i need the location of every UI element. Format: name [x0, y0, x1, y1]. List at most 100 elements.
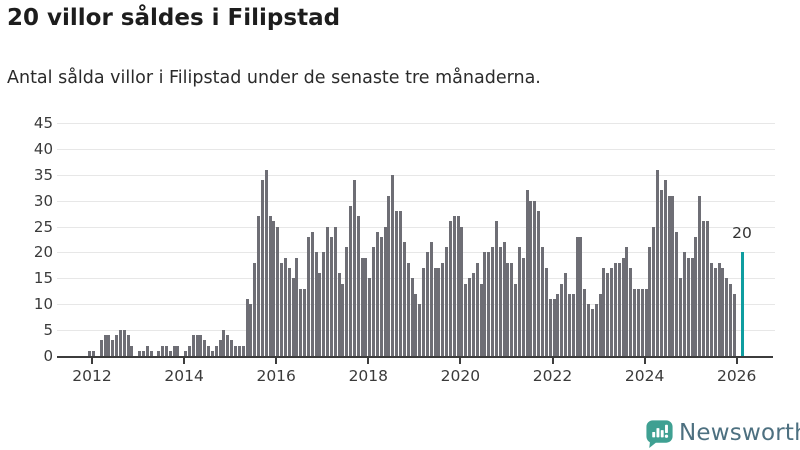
- x-axis-tick: [735, 358, 738, 364]
- bar: [475, 262, 479, 356]
- x-axis-tick-label: 2024: [624, 367, 665, 385]
- bar: [625, 247, 629, 356]
- bar: [322, 252, 326, 356]
- bar: [187, 345, 191, 356]
- bar: [237, 345, 241, 356]
- bar: [679, 278, 683, 356]
- bar: [341, 283, 345, 356]
- bar: [191, 335, 195, 356]
- bar: [184, 350, 188, 356]
- bar: [686, 257, 690, 356]
- bar: [491, 247, 495, 356]
- bar: [448, 221, 452, 356]
- bar: [690, 257, 694, 356]
- bar: [671, 195, 675, 356]
- bar: [276, 226, 280, 356]
- bar: [199, 335, 203, 356]
- bar: [521, 257, 525, 356]
- bar: [468, 278, 472, 356]
- bar: [352, 179, 356, 356]
- x-axis-tick: [275, 358, 278, 364]
- bar: [145, 345, 149, 356]
- bar: [709, 262, 713, 356]
- bar: [529, 200, 533, 356]
- bar: [203, 340, 207, 356]
- bar: [306, 236, 310, 356]
- bar: [329, 236, 333, 356]
- bar: [249, 304, 253, 356]
- bar: [656, 169, 660, 356]
- bar: [636, 288, 640, 356]
- bar: [218, 340, 222, 356]
- bar: [702, 221, 706, 356]
- bar: [164, 345, 168, 356]
- bar: [456, 216, 460, 356]
- x-axis-tick: [643, 358, 646, 364]
- bar: [395, 211, 399, 356]
- bar: [587, 304, 591, 356]
- bar: [168, 350, 172, 356]
- bar: [590, 309, 594, 356]
- bar: [610, 267, 614, 356]
- bar: [410, 278, 414, 356]
- bar: [399, 211, 402, 356]
- bar: [617, 262, 621, 356]
- bar: [571, 293, 575, 356]
- bar: [226, 335, 230, 356]
- gridline-y-15: [57, 278, 775, 280]
- bar: [303, 288, 307, 356]
- bar: [222, 330, 226, 356]
- bar: [103, 335, 107, 356]
- bar: [729, 283, 733, 356]
- bar: [682, 252, 686, 356]
- bar: [295, 257, 299, 356]
- bar: [364, 257, 368, 356]
- gridline-y-30: [57, 200, 775, 202]
- bar: [402, 242, 406, 356]
- bar: [314, 252, 318, 356]
- bar: [648, 247, 652, 356]
- brand-name: Newsworthy: [679, 420, 800, 446]
- bar: [264, 169, 268, 356]
- bar: [514, 283, 518, 356]
- bar: [360, 257, 364, 356]
- bar: [257, 216, 260, 356]
- bar: [506, 262, 510, 356]
- bar: [583, 288, 587, 356]
- bar: [310, 231, 314, 356]
- bar: [567, 293, 571, 356]
- bar: [138, 350, 142, 356]
- bar: [337, 273, 341, 356]
- bar: [172, 345, 176, 356]
- bar: [525, 190, 529, 356]
- bar: [621, 257, 625, 356]
- bar: [383, 226, 387, 356]
- bar: [437, 267, 441, 356]
- chart-title: 20 villor såldes i Filipstad: [7, 5, 341, 31]
- bar: [441, 262, 445, 356]
- bar: [268, 216, 272, 356]
- bar: [375, 231, 379, 356]
- x-axis-tick-label: 2016: [256, 367, 296, 385]
- bar: [157, 350, 161, 356]
- bar: [92, 350, 95, 356]
- y-axis-tick-label: 10: [33, 295, 53, 314]
- bar: [560, 283, 564, 356]
- bar: [387, 195, 391, 356]
- bar: [299, 288, 303, 356]
- bar: [575, 236, 579, 356]
- y-axis-tick-label: 0: [43, 347, 53, 365]
- bar: [510, 262, 514, 356]
- bar: [379, 236, 383, 356]
- bar: [517, 247, 521, 356]
- chart-subtitle: Antal sålda villor i Filipstad under de …: [7, 68, 541, 88]
- bar: [207, 345, 211, 356]
- bar: [694, 236, 698, 356]
- bar: [210, 350, 214, 356]
- bar: [717, 262, 721, 356]
- bar: [725, 278, 729, 356]
- bar: [667, 195, 671, 356]
- bar: [111, 340, 115, 356]
- x-axis-tick-label: 2018: [348, 367, 389, 385]
- bar: [698, 195, 702, 356]
